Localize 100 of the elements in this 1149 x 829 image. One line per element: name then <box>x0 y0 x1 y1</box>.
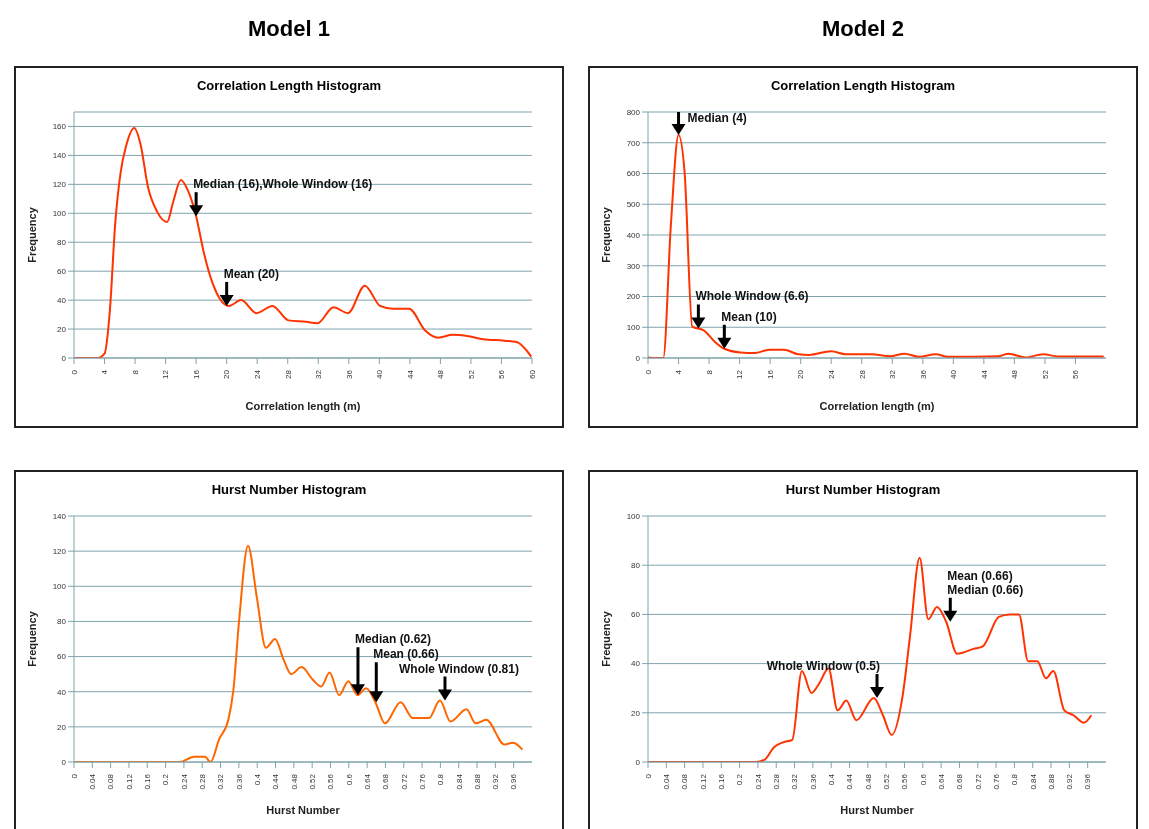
x-tick-label: 0.2 <box>161 773 171 786</box>
y-tick-label: 300 <box>626 261 641 271</box>
annotation: Median (4) <box>687 111 747 125</box>
y-tick-label: 500 <box>626 200 641 210</box>
x-tick-label: 0.72 <box>973 773 983 790</box>
x-tick-label: 0.24 <box>753 773 763 790</box>
x-tick-label: 0.56 <box>900 773 910 790</box>
x-tick-label: 8 <box>130 369 140 375</box>
x-tick-label: 8 <box>704 369 714 375</box>
x-tick-label: 0 <box>69 773 79 779</box>
y-tick-label: 80 <box>57 617 67 627</box>
y-tick-label: 0 <box>635 353 641 363</box>
annotation: Mean (10) <box>721 309 777 324</box>
y-tick-label: 100 <box>626 511 641 521</box>
x-tick-label: 48 <box>436 369 446 379</box>
y-axis-title: Frequency <box>25 206 38 263</box>
y-tick-label: 20 <box>631 708 641 718</box>
x-tick-label: 0.16 <box>717 773 727 790</box>
x-tick-label: 0.08 <box>106 773 116 790</box>
y-tick-label: 140 <box>52 151 67 161</box>
x-tick-label: 0.92 <box>491 773 501 790</box>
annotation: Mean (0.66) <box>373 647 439 662</box>
x-axis-title: Correlation length (m) <box>245 400 361 412</box>
y-tick-label: 800 <box>626 107 641 117</box>
y-tick-label: 40 <box>57 687 67 697</box>
x-tick-label: 52 <box>466 369 476 379</box>
x-tick-label: 24 <box>827 369 836 379</box>
x-tick-label: 0.52 <box>881 773 891 790</box>
x-tick-label: 0.6 <box>918 773 928 786</box>
y-tick-label: 40 <box>57 295 67 305</box>
x-tick-label: 4 <box>100 369 110 375</box>
x-tick-label: 0.96 <box>1083 773 1093 790</box>
x-tick-label: 36 <box>918 369 928 379</box>
y-tick-label: 100 <box>52 209 67 219</box>
x-tick-label: 0.24 <box>179 773 189 790</box>
y-tick-label: 200 <box>626 292 641 302</box>
x-tick-label: 28 <box>283 369 293 379</box>
x-tick-label: 0.8 <box>1010 773 1020 786</box>
x-tick-label: 0.48 <box>863 773 873 790</box>
x-tick-label: 0 <box>643 369 653 375</box>
y-tick-label: 600 <box>626 169 641 179</box>
x-tick-label: 0.88 <box>1046 773 1056 790</box>
x-tick-label: 16 <box>765 369 775 379</box>
x-tick-label: 0.12 <box>124 773 134 790</box>
x-tick-label: 0.48 <box>289 773 299 790</box>
x-tick-label: 0.96 <box>509 773 519 790</box>
annotation: Median (16),Whole Window (16) <box>193 177 373 192</box>
y-tick-label: 80 <box>57 238 67 248</box>
x-tick-label: 0.8 <box>436 773 446 786</box>
y-tick-label: 700 <box>626 138 641 148</box>
x-tick-label: 0.6 <box>344 773 354 786</box>
x-tick-label: 36 <box>344 369 354 379</box>
x-axis-title: Hurst Number <box>840 804 915 816</box>
y-tick-label: 0 <box>61 757 67 767</box>
y-tick-label: 20 <box>57 324 67 334</box>
chart-title: Correlation Length Histogram <box>769 78 957 95</box>
y-tick-label: 140 <box>52 511 67 521</box>
x-tick-label: 0.04 <box>88 773 98 790</box>
x-tick-label: 12 <box>735 369 745 379</box>
x-tick-label: 60 <box>527 369 537 379</box>
x-tick-label: 56 <box>1071 369 1081 379</box>
y-tick-label: 160 <box>52 122 67 132</box>
y-tick-label: 60 <box>57 652 67 662</box>
x-tick-label: 0.32 <box>790 773 800 790</box>
chart-title: Hurst Number Histogram <box>784 482 942 499</box>
x-tick-label: 0.76 <box>417 773 427 790</box>
x-tick-label: 32 <box>888 369 898 379</box>
x-axis-title: Hurst Number <box>266 804 341 816</box>
x-tick-label: 0.4 <box>253 773 262 786</box>
chart-title: Hurst Number Histogram <box>210 482 368 499</box>
x-axis-title: Correlation length (m) <box>819 400 935 412</box>
y-tick-label: 0 <box>61 353 67 363</box>
x-tick-label: 0.64 <box>936 773 946 790</box>
x-tick-label: 0.88 <box>472 773 482 790</box>
y-tick-label: 20 <box>57 722 67 732</box>
y-axis-title: Frequency <box>25 610 38 667</box>
x-tick-label: 44 <box>405 369 415 379</box>
y-tick-label: 80 <box>631 561 641 571</box>
chart-title: Correlation Length Histogram <box>195 78 383 95</box>
x-tick-label: 0.44 <box>845 773 855 790</box>
x-tick-label: 0.28 <box>772 773 782 790</box>
x-tick-label: 0.56 <box>326 773 336 790</box>
x-tick-label: 40 <box>375 369 385 379</box>
x-tick-label: 0.36 <box>234 773 244 790</box>
annotation: Mean (20) <box>223 266 280 281</box>
y-tick-label: 400 <box>626 230 641 240</box>
y-tick-label: 0 <box>635 757 641 767</box>
y-tick-label: 120 <box>52 546 67 556</box>
x-tick-label: 0.72 <box>399 773 409 790</box>
x-tick-label: 0.12 <box>698 773 708 790</box>
annotation: Whole Window (0.81) <box>399 661 519 676</box>
x-tick-label: 0.92 <box>1065 773 1075 790</box>
annotation: Whole Window (6.6) <box>695 289 809 304</box>
x-tick-label: 52 <box>1040 369 1050 379</box>
y-tick-label: 60 <box>631 610 641 620</box>
y-tick-label: 100 <box>52 582 67 592</box>
x-tick-label: 32 <box>314 369 324 379</box>
x-tick-label: 0.2 <box>735 773 745 786</box>
x-tick-label: 0.44 <box>271 773 281 790</box>
x-tick-label: 0.52 <box>307 773 317 790</box>
